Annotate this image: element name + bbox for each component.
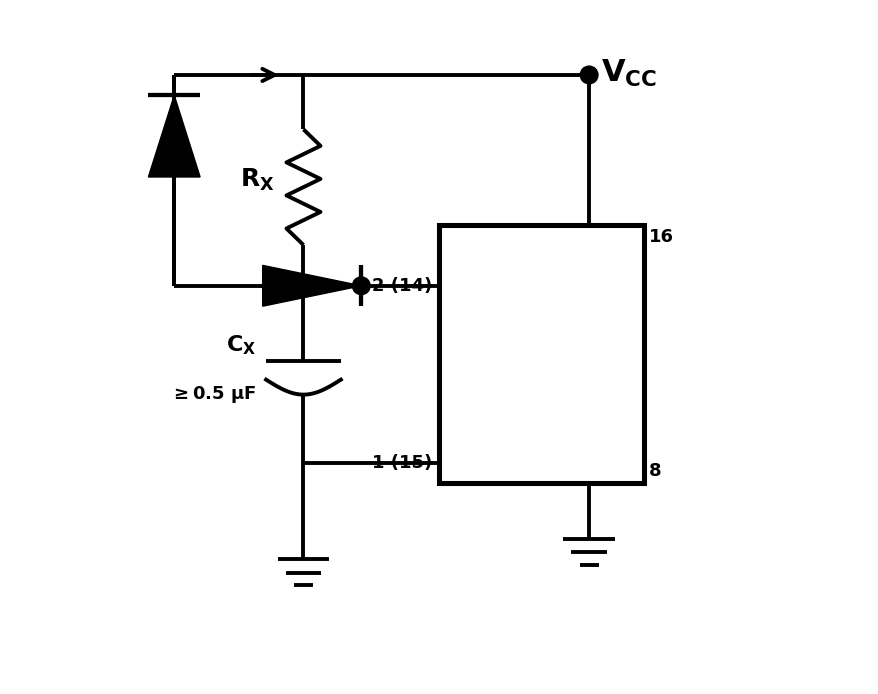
Text: $\mathbf{\geq}$0.5 $\mathbf{\mu}$F: $\mathbf{\geq}$0.5 $\mathbf{\mu}$F: [169, 384, 255, 405]
Text: 8: 8: [648, 462, 661, 480]
Text: 2 (14): 2 (14): [372, 277, 432, 295]
Text: 1 (15): 1 (15): [372, 454, 432, 472]
Text: $\mathbf{R_X}$: $\mathbf{R_X}$: [240, 167, 275, 194]
Circle shape: [352, 277, 370, 295]
Text: $\mathbf{V_{CC}}$: $\mathbf{V_{CC}}$: [601, 58, 657, 89]
Text: $\mathbf{C_X}$: $\mathbf{C_X}$: [226, 334, 255, 357]
Circle shape: [579, 66, 597, 84]
Polygon shape: [263, 265, 361, 306]
Bar: [439, 225, 643, 483]
Text: 16: 16: [648, 228, 673, 246]
Polygon shape: [148, 95, 200, 177]
